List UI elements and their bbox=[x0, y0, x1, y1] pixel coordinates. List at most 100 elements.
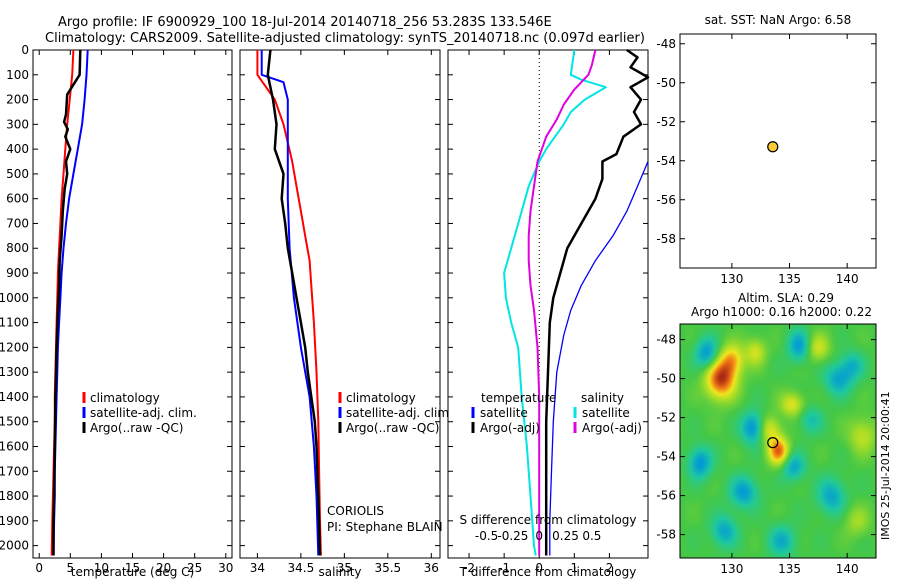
x-tick-label: 1 bbox=[570, 561, 578, 575]
sla-map-title-line-1: Altim. SLA: 0.29 bbox=[738, 291, 834, 305]
y-tick-label: 400 bbox=[6, 142, 29, 156]
y-tick-label: -54 bbox=[656, 154, 676, 168]
legend-label: Argo(..raw -QC) bbox=[346, 421, 439, 435]
y-tick-label: -48 bbox=[656, 37, 676, 51]
x-tick-label: 140 bbox=[836, 272, 859, 286]
legend-label: satellite-adj. clim. bbox=[346, 406, 453, 420]
figure-title-line-2: Climatology: CARS2009. Satellite-adjuste… bbox=[45, 31, 645, 46]
y-tick-label: 500 bbox=[6, 167, 29, 181]
y-tick-label: -50 bbox=[656, 76, 676, 90]
map-frame bbox=[679, 323, 877, 559]
map-frame bbox=[679, 33, 877, 269]
y-tick-label: 1100 bbox=[0, 316, 29, 330]
x-tick-label: 10 bbox=[94, 561, 109, 575]
plot-frame bbox=[447, 49, 649, 559]
sla-heatmap: 130 135 140 -48 -50 -52 -54 -56 -58 Altim. SLA: 0… bbox=[656, 291, 877, 576]
x-tick-label: 135 bbox=[778, 562, 801, 576]
y-tick-label: 800 bbox=[6, 241, 29, 255]
figure-title-line-1: Argo profile: IF 6900929_100 18-Jul-2014… bbox=[58, 15, 552, 30]
x-tick-label: 5 bbox=[66, 561, 74, 575]
y-tick-label: 1300 bbox=[0, 365, 29, 379]
y-tick-label: 1000 bbox=[0, 291, 29, 305]
y-tick-label: 300 bbox=[6, 117, 29, 131]
x-tick-label: 25 bbox=[187, 561, 202, 575]
series-line-0 bbox=[256, 50, 322, 556]
corner-text-institution: CORIOLIS bbox=[327, 504, 384, 518]
difference-profile-chart: -2 -1 0 1 2T difference from climatology -0.5… bbox=[447, 48, 650, 579]
y-tick-label: 2000 bbox=[0, 539, 29, 553]
x-tick-label: 30 bbox=[218, 561, 233, 575]
x-axis-label: temperature (deg C) bbox=[71, 565, 194, 579]
x-tick-label: 130 bbox=[720, 562, 743, 576]
timestamp-watermark: IMOS 25-Jul-2014 20:00:41 bbox=[879, 391, 892, 540]
y-tick-label: 1900 bbox=[0, 514, 29, 528]
x-tick-label: 0 bbox=[35, 561, 43, 575]
legend-label: Argo(-adj) bbox=[480, 421, 540, 435]
series-line-2 bbox=[503, 49, 607, 556]
series-line-2 bbox=[52, 49, 82, 556]
corner-text-pi: PI: Stephane BLAIN bbox=[327, 520, 443, 534]
salinity-diff-tick-label: 0.25 bbox=[552, 529, 579, 543]
argo-position-marker bbox=[767, 437, 779, 449]
y-tick-label: 900 bbox=[6, 266, 29, 280]
y-tick-label: -58 bbox=[656, 232, 676, 246]
sla-map-title-line-2: Argo h1000: 0.16 h2000: 0.22 bbox=[691, 305, 872, 319]
legend-label: satellite bbox=[480, 406, 528, 420]
y-tick-label: 1400 bbox=[0, 390, 29, 404]
salinity-diff-tick-label: -0.5 bbox=[475, 529, 498, 543]
series-line-3 bbox=[527, 49, 597, 556]
y-tick-label: 1600 bbox=[0, 439, 29, 453]
legend-label: climatology bbox=[346, 391, 416, 405]
y-tick-label: -54 bbox=[656, 450, 676, 464]
legend-label: satellite-adj. clim. bbox=[90, 406, 197, 420]
x-tick-label: 130 bbox=[720, 272, 743, 286]
salinity-diff-axis-label: S difference from climatology bbox=[460, 513, 637, 527]
sst-map-title: sat. SST: NaN Argo: 6.58 bbox=[705, 13, 852, 27]
argo-position-marker bbox=[767, 141, 779, 153]
y-tick-label: -56 bbox=[656, 193, 676, 207]
y-tick-label: 100 bbox=[6, 68, 29, 82]
temperature-profile-chart: 0 5 10 15 20 25 300100200300400500600700800900… bbox=[0, 43, 233, 579]
plot-frame bbox=[239, 49, 441, 559]
x-tick-label: 135 bbox=[778, 272, 801, 286]
y-tick-label: 1800 bbox=[0, 489, 29, 503]
x-tick-label: -2 bbox=[463, 561, 475, 575]
y-tick-label: 200 bbox=[6, 93, 29, 107]
y-tick-label: 0 bbox=[21, 43, 29, 57]
legend-label: Argo(..raw -QC) bbox=[90, 421, 183, 435]
series-line-1 bbox=[544, 48, 650, 556]
salinity-profile-chart: 34 34.5 35 35.5 36 salinity climatologysatelli… bbox=[239, 49, 453, 579]
legend-label: Argo(-adj) bbox=[582, 421, 642, 435]
x-tick-label: 15 bbox=[125, 561, 140, 575]
x-axis-label: salinity bbox=[318, 565, 361, 579]
x-tick-label: 34 bbox=[250, 561, 265, 575]
x-tick-label: 140 bbox=[836, 562, 859, 576]
x-tick-label: 0 bbox=[535, 561, 543, 575]
x-tick-label: 36 bbox=[424, 561, 439, 575]
salinity-diff-tick-label: -0.25 bbox=[497, 529, 528, 543]
series-line-2 bbox=[266, 49, 322, 556]
x-tick-label: 34.5 bbox=[288, 561, 315, 575]
y-tick-label: -58 bbox=[656, 528, 676, 542]
sst-location-map: 130 135 140 -48 -50 -52 -54 -56 -58 sat. SST: NaN… bbox=[656, 13, 877, 286]
x-tick-label: 35.5 bbox=[374, 561, 401, 575]
legend-label: satellite bbox=[582, 406, 630, 420]
y-tick-label: -56 bbox=[656, 489, 676, 503]
x-tick-label: 2 bbox=[606, 561, 614, 575]
y-tick-label: 600 bbox=[6, 192, 29, 206]
y-tick-label: -52 bbox=[656, 115, 676, 129]
y-tick-label: -48 bbox=[656, 333, 676, 347]
legend-heading-temperature: temperature bbox=[481, 391, 556, 405]
y-tick-label: -50 bbox=[656, 372, 676, 386]
x-axis-label: T difference from climatology bbox=[459, 565, 637, 579]
y-tick-label: 1200 bbox=[0, 340, 29, 354]
legend-heading-salinity: salinity bbox=[581, 391, 624, 405]
y-tick-label: 700 bbox=[6, 216, 29, 230]
salinity-diff-tick-label: 0.5 bbox=[582, 529, 601, 543]
legend-label: climatology bbox=[90, 391, 160, 405]
x-tick-label: 35 bbox=[337, 561, 352, 575]
x-tick-label: 20 bbox=[156, 561, 171, 575]
salinity-diff-tick-label: 0 bbox=[535, 529, 543, 543]
plot-frame bbox=[32, 49, 233, 559]
